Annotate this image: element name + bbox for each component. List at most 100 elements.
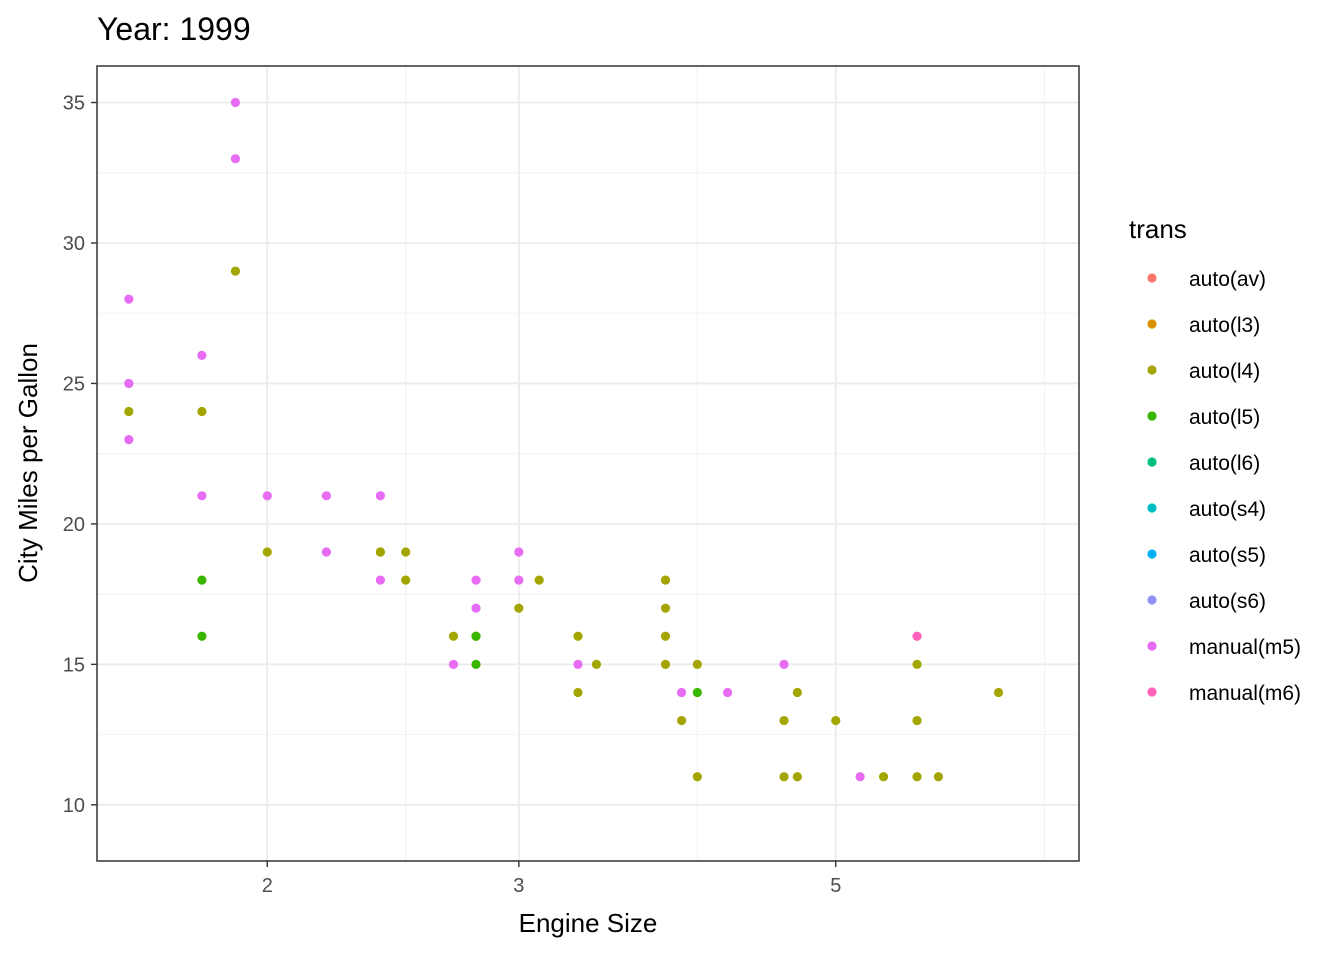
y-axis-title: City Miles per Gallon — [13, 343, 43, 583]
point-manual-m5 — [779, 659, 789, 669]
point-auto-l4 — [912, 715, 922, 726]
legend-label-auto-l4: auto(l4) — [1189, 360, 1260, 383]
point-auto-l4 — [692, 659, 702, 669]
legend-label-auto-l6: auto(l6) — [1189, 452, 1260, 475]
point-auto-l5 — [471, 631, 481, 641]
point-manual-m6 — [912, 631, 922, 641]
legend-key-auto-l4 — [1147, 365, 1157, 375]
point-manual-m5 — [197, 350, 207, 360]
point-auto-l4 — [534, 575, 544, 585]
point-manual-m5 — [230, 97, 241, 108]
point-auto-l4 — [660, 575, 671, 585]
legend-label-auto-s4: auto(s4) — [1189, 498, 1266, 521]
legend-key-manual-m6 — [1147, 687, 1157, 697]
point-auto-l4 — [448, 631, 459, 641]
point-manual-m5 — [230, 154, 241, 164]
point-auto-l4 — [401, 575, 411, 585]
point-auto-l4 — [660, 603, 671, 613]
scatter-points — [124, 97, 1004, 782]
x-tick-label: 2 — [262, 875, 273, 897]
y-tick-label: 15 — [63, 654, 85, 676]
legend-key-auto-l6 — [1147, 457, 1157, 467]
legend-title: trans — [1129, 214, 1187, 244]
point-auto-l4 — [591, 659, 602, 669]
legend-label-auto-s5: auto(s5) — [1189, 544, 1266, 567]
point-auto-l4 — [933, 772, 944, 782]
point-manual-m5 — [573, 659, 583, 669]
point-manual-m5 — [471, 603, 481, 613]
point-manual-m5 — [321, 547, 332, 557]
x-axis-ticks: 2 3 5 — [262, 861, 841, 897]
x-tick-label: 5 — [830, 875, 841, 897]
plot-panel-border — [96, 65, 1080, 862]
point-manual-m5 — [375, 575, 385, 585]
point-auto-l4 — [401, 547, 411, 557]
point-auto-l5 — [197, 631, 207, 641]
point-auto-l4 — [692, 772, 702, 782]
point-auto-l4 — [573, 687, 583, 698]
legend-label-manual-m5: manual(m5) — [1189, 636, 1301, 659]
x-tick-label: 3 — [513, 875, 524, 897]
point-manual-m5 — [722, 687, 733, 698]
point-auto-l4 — [993, 687, 1004, 698]
point-auto-l4 — [514, 603, 524, 613]
point-auto-l4 — [197, 406, 207, 417]
point-auto-l4 — [660, 659, 671, 669]
point-auto-l4 — [660, 631, 671, 641]
grid-minor — [97, 66, 1079, 861]
point-manual-m5 — [124, 294, 134, 304]
legend-label-manual-m6: manual(m6) — [1189, 682, 1301, 705]
point-auto-l4 — [779, 772, 789, 782]
point-auto-l4 — [912, 772, 922, 782]
point-auto-l4 — [878, 772, 889, 782]
x-axis-title: Engine Size — [519, 908, 658, 938]
legend-key-auto-s4 — [1147, 503, 1157, 513]
point-auto-l4 — [792, 772, 802, 782]
plot-panel-background — [97, 66, 1079, 861]
point-auto-l5 — [197, 575, 207, 585]
legend-key-auto-av — [1147, 273, 1157, 283]
point-manual-m5 — [514, 575, 524, 585]
legend-label-auto-s6: auto(s6) — [1189, 590, 1266, 613]
y-axis-ticks: 10 15 20 25 30 35 — [63, 93, 97, 817]
legend-key-auto-l5 — [1147, 411, 1157, 421]
chart-title: Year: 1999 — [97, 11, 251, 47]
y-tick-label: 25 — [63, 373, 85, 395]
point-auto-l4 — [262, 547, 272, 557]
y-tick-label: 10 — [63, 795, 85, 817]
point-auto-l4 — [831, 715, 841, 726]
point-auto-l4 — [677, 715, 687, 726]
point-manual-m5 — [124, 435, 134, 445]
point-auto-l4 — [375, 547, 385, 557]
point-manual-m5 — [514, 547, 524, 557]
point-auto-l4 — [124, 406, 134, 417]
legend-items: auto(av) auto(l3) auto(l4) auto(l5) auto(l6)… — [1147, 268, 1301, 705]
point-auto-l4 — [792, 687, 802, 698]
legend-key-auto-s5 — [1147, 549, 1157, 559]
point-manual-m5 — [677, 687, 687, 698]
y-tick-label: 20 — [63, 514, 85, 536]
point-manual-m5 — [321, 491, 332, 501]
y-tick-label: 30 — [63, 233, 85, 255]
legend-key-auto-s6 — [1147, 595, 1157, 605]
legend-key-manual-m5 — [1147, 641, 1157, 651]
point-manual-m5 — [448, 659, 459, 669]
point-auto-l4 — [230, 266, 241, 276]
point-manual-m5 — [471, 575, 481, 585]
point-manual-m5 — [124, 378, 134, 389]
legend-key-auto-l3 — [1147, 319, 1157, 329]
y-tick-label: 35 — [63, 93, 85, 115]
point-auto-l4 — [573, 631, 583, 641]
point-manual-m5 — [262, 491, 272, 501]
point-auto-l4 — [779, 715, 789, 726]
legend: trans auto(av)auto(l3)auto(l4)auto(l5)au… — [1129, 214, 1301, 705]
point-auto-l5 — [692, 687, 702, 698]
point-auto-l4 — [912, 659, 922, 669]
point-manual-m5 — [375, 491, 385, 501]
legend-label-auto-l3: auto(l3) — [1189, 314, 1260, 337]
point-manual-m5 — [855, 772, 865, 782]
point-manual-m5 — [197, 491, 207, 501]
legend-label-auto-av: auto(av) — [1189, 268, 1266, 291]
legend-label-auto-l5: auto(l5) — [1189, 406, 1260, 429]
